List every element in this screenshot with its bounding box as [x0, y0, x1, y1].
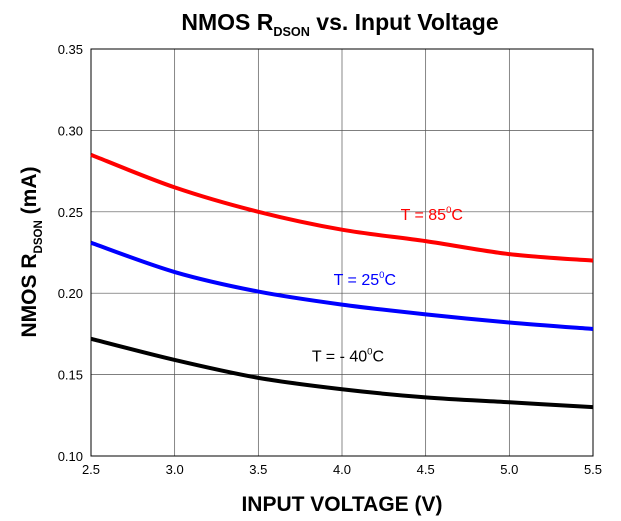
y-axis-title: NMOS RDSON (mA) [18, 166, 45, 337]
x-tick-label: 5.5 [584, 462, 602, 477]
series-label-0: T = 850C [401, 205, 463, 224]
series-layer: T = 850C T = 250C T = - 400C [90, 152, 594, 410]
series-label-1: T = 250C [334, 270, 396, 289]
y-tick-label: 0.25 [58, 205, 83, 220]
series-line-1 [90, 240, 594, 332]
y-tick-label: 0.30 [58, 123, 83, 138]
x-axis-title: INPUT VOLTAGE (V) [241, 493, 442, 516]
x-tick-label: 5.0 [500, 462, 518, 477]
x-tick-label: 4.0 [333, 462, 351, 477]
x-tick-label: 3.0 [166, 462, 184, 477]
plot-frame [90, 48, 594, 457]
tick-labels: 2.5 3.0 3.5 4.0 4.5 5.0 5.5 0.10 0.15 0.20 0.25 0.3… [58, 42, 602, 477]
y-tick-label: 0.20 [58, 286, 83, 301]
series-label-2: T = - 400C [312, 347, 384, 366]
chart-title: NMOS RDSON vs. Input Voltage [181, 9, 498, 39]
x-tick-label: 2.5 [82, 462, 100, 477]
y-tick-label: 0.35 [58, 42, 83, 57]
y-tick-label: 0.10 [58, 449, 83, 464]
series-line-2 [90, 336, 594, 410]
x-tick-label: 4.5 [417, 462, 435, 477]
y-tick-label: 0.15 [58, 368, 83, 383]
x-tick-label: 3.5 [249, 462, 267, 477]
series-line-0 [90, 152, 594, 263]
